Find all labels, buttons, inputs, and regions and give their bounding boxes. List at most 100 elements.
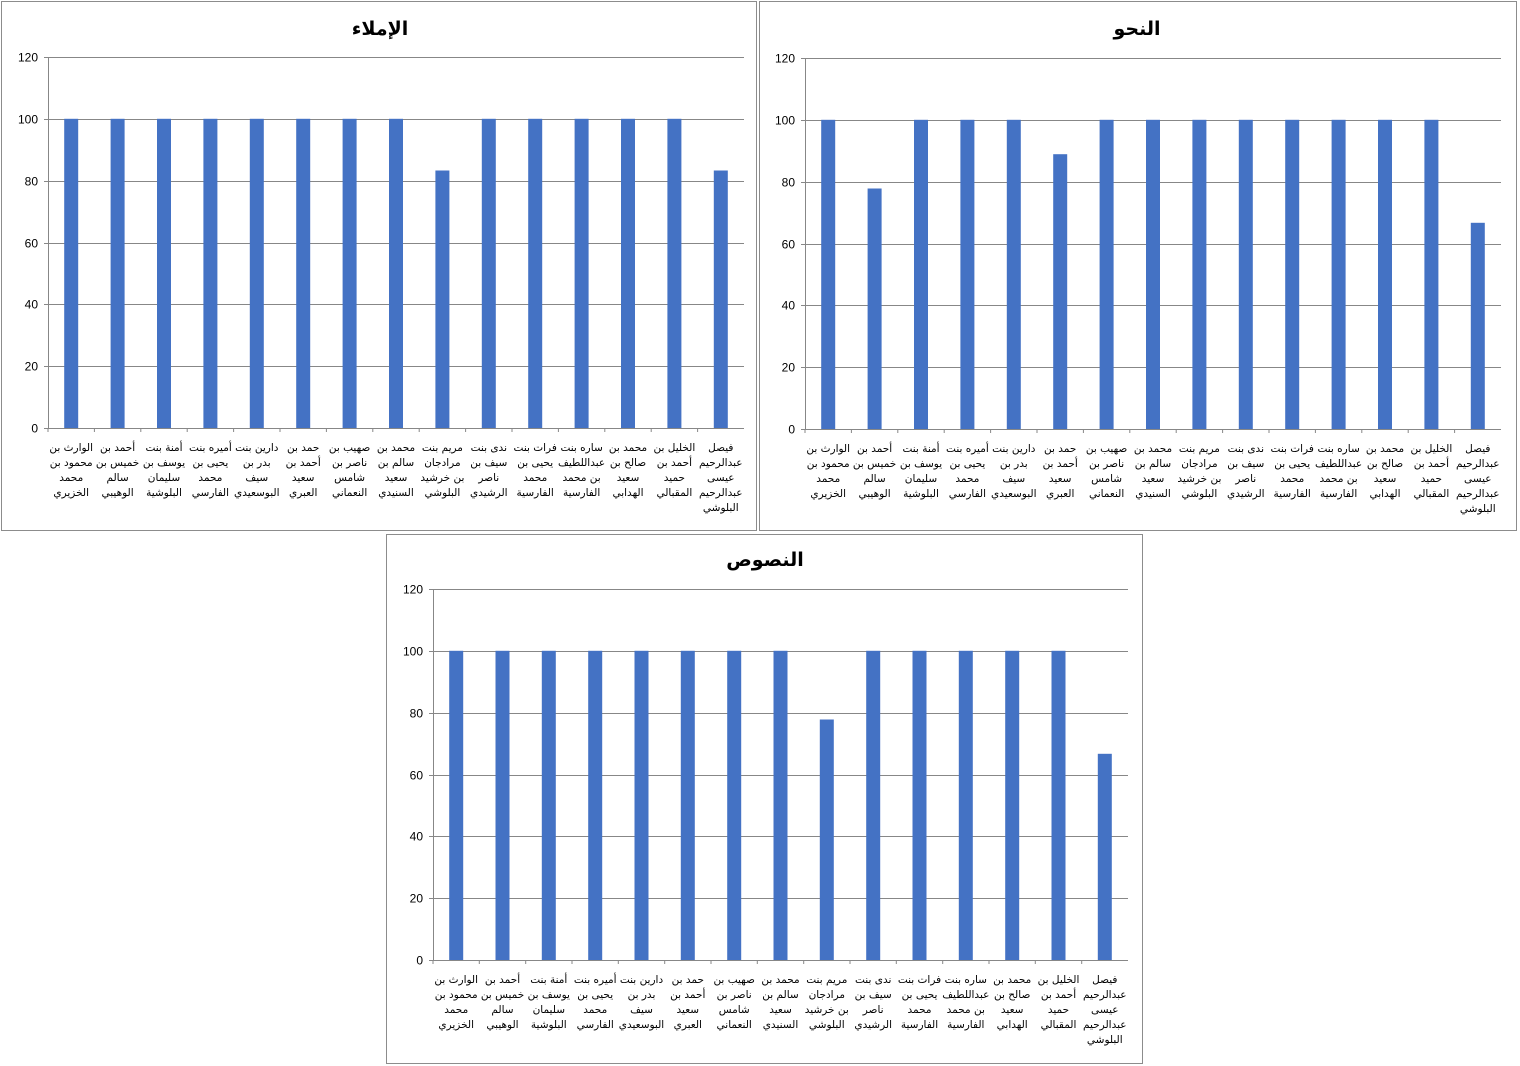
x-tick-label-line: مريم بنت <box>806 974 847 986</box>
x-tick-label-line: بن محمد <box>947 1004 985 1016</box>
x-tick-label: أمنة بنت يوسف بن سليمان البلوشية <box>900 441 942 500</box>
x-tick-label-line: بن محمد <box>562 472 600 484</box>
bar <box>1097 753 1112 960</box>
bar <box>1378 119 1392 430</box>
x-tick-label-line: البلوشي <box>703 502 739 514</box>
y-tick-label: 100 <box>18 113 38 127</box>
bar <box>435 170 450 428</box>
x-tick-label-line: الفارسية <box>901 1019 938 1031</box>
x-tick-label: فرات بنت يحيى بن محمد الفارسية <box>514 442 557 499</box>
bar <box>64 118 79 429</box>
chart-title: الإملاء <box>352 18 409 40</box>
x-tick-label-line: بن خرشيد <box>805 1004 849 1016</box>
x-tick-label-line: السنيدي <box>378 487 414 499</box>
bar <box>914 119 928 430</box>
x-tick-label: صهيب بن ناصر بن شامس النعماني <box>713 974 755 1031</box>
y-tick-label: 40 <box>410 830 424 844</box>
bar <box>541 650 556 960</box>
bar <box>495 650 510 960</box>
x-tick-label-line: حمد بن <box>1044 443 1076 455</box>
x-tick-label-line: خميس بن <box>481 989 524 1001</box>
bar <box>203 118 218 429</box>
x-tick-label: الوارث بن محمود بن محمد الخزيري <box>49 442 93 499</box>
x-tick-label-line: السنيدي <box>763 1019 799 1031</box>
x-tick-label-line: البلوشي <box>1087 1034 1123 1046</box>
x-tick-label-line: أميره بنت <box>946 441 989 455</box>
x-tick-label-line: سيف <box>245 472 268 484</box>
x-tick-label-line: الوهيبي <box>486 1019 518 1031</box>
x-tick-label-line: مرادجان <box>424 457 460 469</box>
x-tick-label: فيصل عبدالرحيم عيسى عبدالرحيم البلوشي <box>1456 443 1500 515</box>
x-tick-label-line: سعيد <box>677 1004 700 1016</box>
x-tick-label-line: أمنة بنت <box>530 972 567 986</box>
bar <box>588 650 603 960</box>
x-tick-label-line: محمد <box>444 1004 468 1016</box>
x-tick-label-line: خميس بن <box>96 457 139 469</box>
x-tick-label-line: النعماني <box>332 487 367 499</box>
x-tick-label-line: الهدابي <box>1369 488 1400 500</box>
x-tick-label-line: محمد بن <box>1134 443 1172 455</box>
x-tick-label-line: سالم بن <box>378 457 414 469</box>
x-tick-label-line: الفارسي <box>192 487 229 499</box>
x-tick-label-line: الفارسي <box>949 488 986 500</box>
bar <box>296 118 311 429</box>
x-tick-label-line: سعيد <box>1142 473 1165 485</box>
x-tick-label-line: المقبالي <box>1413 488 1449 500</box>
x-tick-label: أمنة بنت يوسف بن سليمان البلوشية <box>528 972 570 1031</box>
bar <box>449 650 464 960</box>
x-tick-label: أحمد بن خميس بن سالم الوهيبي <box>481 972 524 1031</box>
x-tick-label-line: فرات بنت <box>1271 443 1314 455</box>
x-tick-label-line: فيصل <box>1092 974 1117 986</box>
x-tick-label: أحمد بن خميس بن سالم الوهيبي <box>96 440 139 499</box>
x-tick-label-line: سعيد <box>1001 1004 1024 1016</box>
bar <box>912 650 927 960</box>
x-tick-label-line: شامس <box>334 472 365 484</box>
x-tick-label-line: سيف <box>630 1004 653 1016</box>
x-tick-label-line: سالم <box>107 472 129 484</box>
bar-chart-nahw: النحو 0 20 40 60 80 100 120 الوارث بن محمود بن محم… <box>775 18 1501 515</box>
x-tick-label-line: يحيى بن <box>949 458 985 470</box>
chart-panel-nusus: النصوص 0 20 40 60 80 100 120 الوارث بن محمود بن مح… <box>386 534 1143 1064</box>
x-tick-label-line: مرادجان <box>809 989 845 1001</box>
x-tick-label-line: دارين بنت <box>992 443 1036 455</box>
x-tick-label-line: محمد بن <box>377 442 415 454</box>
x-tick-label-line: يحيى بن <box>577 989 613 1001</box>
bar <box>621 118 635 429</box>
chart-title: النصوص <box>726 549 804 571</box>
y-tick-label: 40 <box>782 299 796 313</box>
x-tick-label: فرات بنت يحيى بن محمد الفارسية <box>1271 443 1314 500</box>
x-tick-label-line: النعماني <box>1089 488 1124 500</box>
bar <box>819 719 834 960</box>
x-tick-label-line: محمد <box>1280 473 1304 485</box>
bar <box>634 650 649 960</box>
x-tick-label-line: البلوشية <box>903 488 939 500</box>
x-tick-label: أميره بنت يحيى بن محمد الفارسي <box>574 972 617 1031</box>
x-tick-label-line: سالم بن <box>762 989 798 1001</box>
x-tick-label-line: الرشيدي <box>1227 488 1265 500</box>
x-tick-label-line: محمد <box>908 1004 932 1016</box>
x-tick-label-line: الرشيدي <box>470 487 508 499</box>
bar <box>342 118 357 429</box>
x-tick-label-line: النعماني <box>717 1019 752 1031</box>
x-tick-label-line: أميره بنت <box>574 972 617 986</box>
x-tick-label-line: عبدالرحيم <box>699 457 743 469</box>
x-tick-label: حمد بن أحمد بن سعيد العبري <box>1043 443 1078 500</box>
x-tick-label: ساره بنت عبداللطيف بن محمد الفارسية <box>942 974 989 1031</box>
bar <box>821 119 836 430</box>
chart-title: النحو <box>1112 18 1160 40</box>
x-tick-label-line: الخزيري <box>438 1019 474 1031</box>
x-tick-label-line: يحيى بن <box>1274 458 1310 470</box>
x-tick-label-line: البلوشية <box>531 1019 567 1031</box>
x-tick-label-line: الفارسية <box>1274 488 1311 500</box>
bar <box>1470 222 1485 429</box>
y-tick-label: 20 <box>25 360 39 374</box>
x-tick-label-line: العبري <box>289 487 317 499</box>
y-tick-label: 100 <box>775 114 795 128</box>
x-tick-label-line: ناصر <box>862 1004 884 1016</box>
x-tick-label: الوارث بن محمود بن محمد الخزيري <box>806 443 850 500</box>
x-tick-label-line: بدر بن <box>243 457 271 469</box>
x-tick-label-line: حمد بن <box>672 974 704 986</box>
x-tick-label-line: العبري <box>674 1019 702 1031</box>
x-tick-label: أميره بنت يحيى بن محمد الفارسي <box>189 440 232 499</box>
x-tick-label-line: محمد <box>955 473 979 485</box>
